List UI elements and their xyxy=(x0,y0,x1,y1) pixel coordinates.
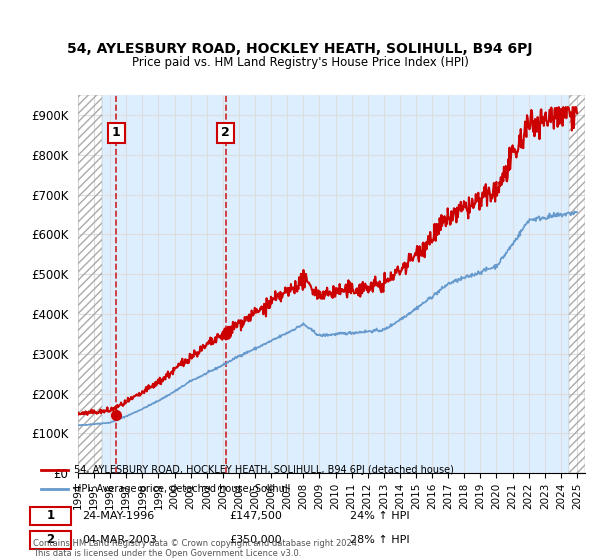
FancyBboxPatch shape xyxy=(30,531,71,549)
Text: 54, AYLESBURY ROAD, HOCKLEY HEATH, SOLIHULL, B94 6PJ: 54, AYLESBURY ROAD, HOCKLEY HEATH, SOLIH… xyxy=(67,42,533,56)
Text: 24-MAY-1996: 24-MAY-1996 xyxy=(82,511,154,521)
Text: 28% ↑ HPI: 28% ↑ HPI xyxy=(350,535,409,545)
Bar xyxy=(78,95,102,473)
FancyBboxPatch shape xyxy=(30,507,71,525)
Text: Contains HM Land Registry data © Crown copyright and database right 2024.
This d: Contains HM Land Registry data © Crown c… xyxy=(33,539,359,558)
Text: HPI: Average price, detached house, Solihull: HPI: Average price, detached house, Soli… xyxy=(74,484,290,494)
Text: 04-MAR-2003: 04-MAR-2003 xyxy=(82,535,157,545)
Text: 2: 2 xyxy=(221,127,230,139)
Text: 1: 1 xyxy=(46,510,55,522)
Bar xyxy=(78,95,102,473)
Text: £147,500: £147,500 xyxy=(230,511,283,521)
Text: 1: 1 xyxy=(112,127,121,139)
Text: 2: 2 xyxy=(46,533,55,546)
Text: 54, AYLESBURY ROAD, HOCKLEY HEATH, SOLIHULL, B94 6PJ (detached house): 54, AYLESBURY ROAD, HOCKLEY HEATH, SOLIH… xyxy=(74,465,454,475)
Bar xyxy=(569,95,585,473)
Bar xyxy=(569,95,585,473)
Text: £350,000: £350,000 xyxy=(230,535,282,545)
Text: 24% ↑ HPI: 24% ↑ HPI xyxy=(350,511,409,521)
Text: Price paid vs. HM Land Registry's House Price Index (HPI): Price paid vs. HM Land Registry's House … xyxy=(131,57,469,69)
